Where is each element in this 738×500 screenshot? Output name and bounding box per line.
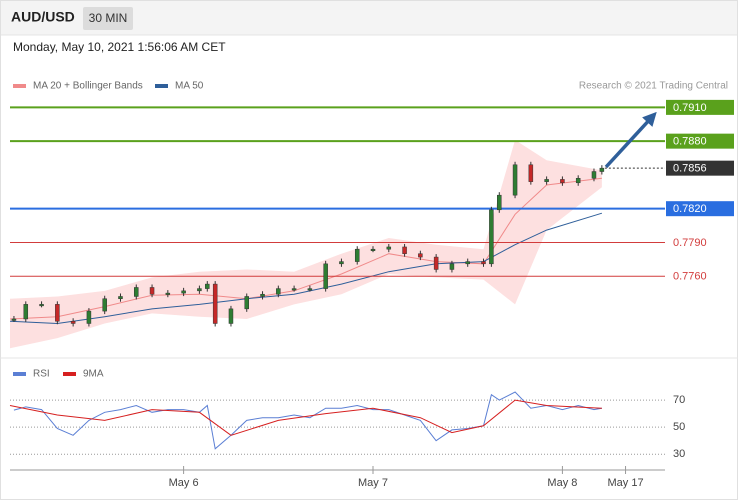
x-tick-label: May 6 bbox=[169, 477, 199, 489]
candle bbox=[55, 304, 60, 322]
target-arrow bbox=[604, 111, 657, 169]
level-label: 0.7880 bbox=[673, 136, 707, 148]
level-label: 0.7760 bbox=[673, 271, 707, 283]
candle bbox=[70, 320, 76, 324]
candle bbox=[276, 288, 281, 295]
candle bbox=[86, 310, 92, 324]
candle bbox=[323, 263, 328, 289]
candle bbox=[244, 296, 249, 310]
y-tick-label: 30 bbox=[673, 448, 685, 460]
candle bbox=[489, 209, 494, 265]
candle bbox=[560, 179, 565, 184]
y-tick-label: 70 bbox=[673, 394, 685, 406]
legend-label: MA 20 + Bollinger Bands bbox=[33, 81, 143, 92]
candle bbox=[307, 288, 313, 291]
candle bbox=[544, 179, 549, 182]
candle bbox=[260, 293, 265, 297]
legend-label: RSI bbox=[33, 369, 50, 380]
candle bbox=[354, 248, 360, 262]
bollinger-band bbox=[10, 140, 602, 349]
candle bbox=[339, 261, 344, 265]
level-label-box bbox=[666, 99, 734, 115]
timeframe-badge[interactable] bbox=[83, 7, 133, 30]
candle bbox=[481, 261, 486, 265]
candle bbox=[212, 283, 218, 324]
candle bbox=[465, 261, 470, 265]
candle bbox=[23, 304, 29, 320]
y-tick-label: 50 bbox=[673, 421, 685, 433]
candle bbox=[591, 171, 597, 179]
candle bbox=[512, 164, 518, 196]
candle bbox=[118, 296, 123, 299]
indicator-line bbox=[13, 391, 602, 450]
candle bbox=[11, 318, 17, 321]
timeframe[interactable]: 30 MIN bbox=[89, 11, 128, 25]
candle bbox=[418, 253, 423, 258]
candle bbox=[449, 263, 455, 270]
candle bbox=[575, 178, 581, 184]
candle bbox=[386, 246, 392, 250]
candle bbox=[228, 308, 234, 324]
candle bbox=[402, 246, 407, 254]
moving-average bbox=[9, 177, 602, 320]
candle bbox=[134, 287, 139, 297]
level-label: 0.7856 bbox=[673, 163, 707, 175]
candle bbox=[433, 256, 439, 270]
level-label-box bbox=[666, 201, 734, 217]
moving-average bbox=[9, 212, 603, 325]
candle bbox=[370, 248, 376, 251]
candle bbox=[39, 304, 44, 307]
candle bbox=[149, 287, 155, 295]
candle bbox=[291, 288, 297, 291]
candle bbox=[102, 298, 107, 312]
level-label: 0.7820 bbox=[673, 203, 707, 215]
level-label: 0.7790 bbox=[673, 237, 707, 249]
candle bbox=[497, 194, 502, 211]
indicator-line bbox=[9, 399, 602, 436]
symbol: AUD/USD bbox=[11, 9, 75, 25]
candle bbox=[165, 292, 171, 295]
credit: Research © 2021 Trading Central bbox=[579, 81, 728, 92]
legend-label: 9MA bbox=[83, 369, 104, 380]
candle bbox=[528, 164, 534, 182]
level-label: 0.7910 bbox=[673, 102, 707, 114]
candle bbox=[599, 167, 605, 172]
candle bbox=[205, 283, 210, 289]
level-label-box bbox=[666, 133, 734, 149]
candle bbox=[197, 288, 202, 292]
candle bbox=[181, 290, 186, 294]
level-label-box bbox=[666, 160, 734, 176]
x-tick-label: May 8 bbox=[547, 477, 577, 489]
x-tick-label: May 7 bbox=[358, 477, 388, 489]
legend-label: MA 50 bbox=[175, 81, 204, 92]
x-tick-label: May 17 bbox=[608, 477, 644, 489]
timestamp: Monday, May 10, 2021 1:56:06 AM CET bbox=[13, 40, 226, 54]
